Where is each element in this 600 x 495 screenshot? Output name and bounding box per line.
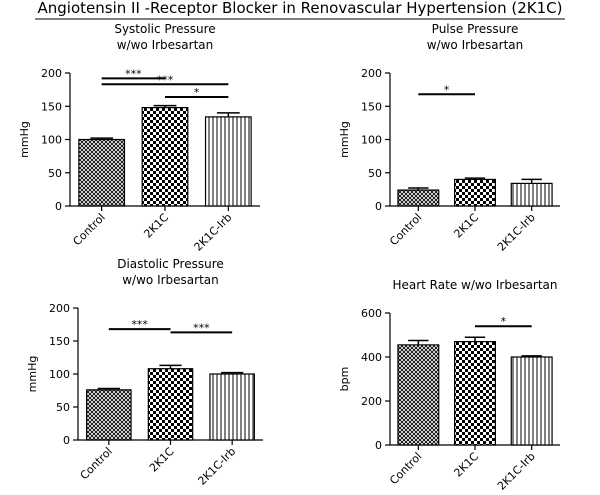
error-bar <box>521 355 542 357</box>
x-tick-label: 2K1C <box>451 211 481 241</box>
x-tick-label: Control <box>387 450 424 487</box>
y-tick-label: 50 <box>56 401 70 414</box>
chart-title: w/wo Irbesartan <box>427 38 524 52</box>
y-tick-label: 600 <box>361 307 382 320</box>
x-tick-label: 2K1C <box>141 211 171 241</box>
y-tick-label: 150 <box>361 100 382 113</box>
error-bar <box>159 364 182 369</box>
y-tick-label: 150 <box>49 335 70 348</box>
significance-label: * <box>194 86 200 99</box>
bar <box>78 138 126 207</box>
chart-title: Pulse Pressure <box>432 22 519 36</box>
chart-title: Heart Rate w/wo Irbesartan <box>392 278 557 292</box>
significance-label: *** <box>193 321 210 334</box>
error-bar <box>408 339 429 345</box>
y-axis-label: mmHg <box>338 121 351 158</box>
significance-label: *** <box>157 73 174 86</box>
y-axis-label: mmHg <box>26 356 39 393</box>
x-tick-label: Control <box>387 211 424 248</box>
x-tick-label: 2K1C <box>147 445 177 475</box>
y-tick-label: 100 <box>49 368 70 381</box>
bar <box>209 373 255 441</box>
error-bar <box>90 137 114 140</box>
x-tick-label: 2K1C <box>451 450 481 480</box>
error-bar <box>521 178 542 184</box>
x-tick-label: 2K1C-Irb <box>195 445 238 488</box>
y-tick-label: 200 <box>361 395 382 408</box>
y-tick-label: 150 <box>41 100 62 113</box>
y-axis-label: mmHg <box>18 121 31 158</box>
bar <box>454 341 497 446</box>
bar <box>141 106 189 207</box>
y-tick-label: 0 <box>375 200 382 213</box>
bar <box>397 189 440 207</box>
bar <box>510 356 553 446</box>
error-bar <box>97 387 120 390</box>
y-axis-label: bpm <box>338 367 351 392</box>
figure-title: Angiotensin II -Receptor Blocker in Reno… <box>38 0 563 17</box>
y-tick-label: 100 <box>361 134 382 147</box>
y-tick-label: 200 <box>361 67 382 80</box>
bar <box>86 389 132 441</box>
error-bar <box>464 336 486 342</box>
y-tick-label: 200 <box>49 302 70 315</box>
bar <box>204 116 252 207</box>
error-bar <box>221 371 244 374</box>
chart-title: w/wo Irbesartan <box>122 273 219 287</box>
chart-title: Systolic Pressure <box>114 22 215 36</box>
error-bar <box>153 104 177 108</box>
bar <box>397 344 440 446</box>
significance-label: * <box>501 315 507 328</box>
bar <box>147 368 194 441</box>
y-tick-label: 0 <box>375 439 382 452</box>
y-tick-label: 100 <box>41 134 62 147</box>
y-tick-label: 50 <box>48 167 62 180</box>
x-tick-label: Control <box>78 445 115 482</box>
error-bar <box>464 177 486 180</box>
x-tick-label: 2K1C-Irb <box>495 211 538 254</box>
y-tick-label: 0 <box>55 200 62 213</box>
chart-title: w/wo Irbesartan <box>117 38 214 52</box>
y-tick-label: 50 <box>368 167 382 180</box>
bar <box>510 182 553 207</box>
significance-label: *** <box>131 318 148 331</box>
y-tick-label: 200 <box>41 67 62 80</box>
significance-label: * <box>444 83 450 96</box>
chart-title: Diastolic Pressure <box>117 257 224 271</box>
bar <box>454 178 497 207</box>
y-tick-label: 400 <box>361 351 382 364</box>
error-bar <box>216 112 240 117</box>
x-tick-label: 2K1C-Irb <box>192 211 235 254</box>
significance-label: *** <box>125 67 142 80</box>
x-tick-label: 2K1C-Irb <box>495 450 538 493</box>
y-tick-label: 0 <box>63 434 70 447</box>
x-tick-label: Control <box>70 211 107 248</box>
error-bar <box>408 187 429 191</box>
